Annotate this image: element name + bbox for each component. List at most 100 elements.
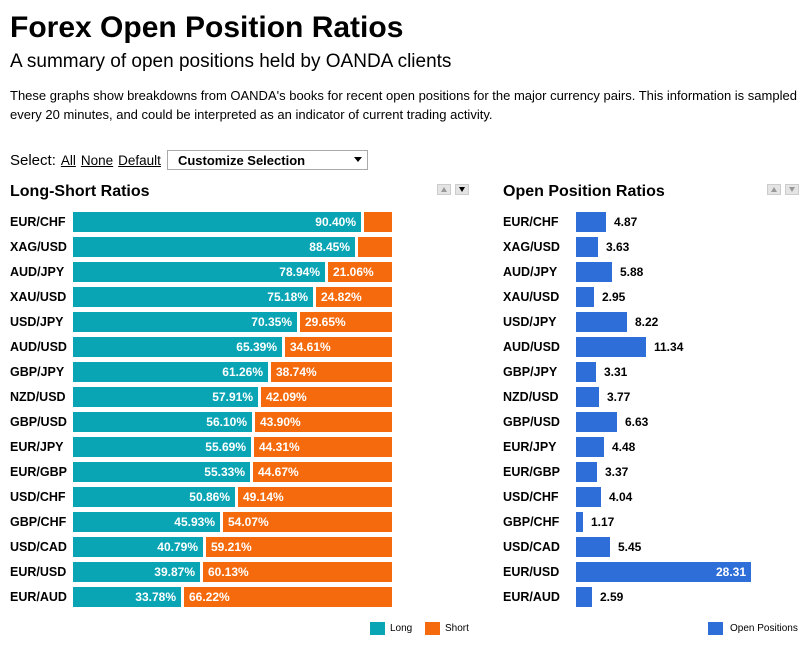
ls-row-label: AUD/JPY: [10, 265, 65, 279]
open-position-bar: [576, 537, 610, 557]
open-position-value: 2.95: [602, 290, 626, 304]
open-position-bar: [576, 462, 597, 482]
short-bar: 34.61%: [285, 337, 392, 357]
legend-short-label: Short: [445, 623, 469, 634]
open-position-value: 3.63: [606, 240, 630, 254]
ls-row-label: GBP/USD: [10, 415, 67, 429]
short-bar: 66.22%: [184, 587, 392, 607]
long-bar: 78.94%: [73, 262, 325, 282]
short-bar: 42.09%: [261, 387, 392, 407]
long-bar: 40.79%: [73, 537, 203, 557]
ls-row-label: USD/CHF: [10, 490, 66, 504]
open-position-value: 1.17: [591, 515, 615, 529]
long-bar: 50.86%: [73, 487, 235, 507]
legend-open-label: Open Positions: [730, 623, 798, 634]
select-all-link[interactable]: All: [60, 152, 76, 168]
op-row-label: NZD/USD: [503, 390, 559, 404]
short-bar: 54.07%: [223, 512, 392, 532]
open-position-bar: [576, 287, 594, 307]
op-row-label: EUR/CHF: [503, 215, 559, 229]
open-position-bar: [576, 337, 646, 357]
open-position-value: 28.31: [715, 565, 746, 579]
open-position-value: 6.63: [625, 415, 649, 429]
op-row-label: GBP/JPY: [503, 365, 558, 379]
sort-up-icon: [771, 187, 777, 192]
op-row-label: AUD/JPY: [503, 265, 558, 279]
ls-row-label: XAG/USD: [10, 240, 67, 254]
open-sort-up-button[interactable]: [767, 184, 781, 195]
sort-up-button[interactable]: [437, 184, 451, 195]
long-bar: 39.87%: [73, 562, 200, 582]
open-position-bar: [576, 237, 598, 257]
page-title: Forex Open Position Ratios: [10, 11, 404, 44]
op-row-label: USD/CHF: [503, 490, 559, 504]
short-bar: 44.31%: [254, 437, 392, 457]
page-description: These graphs show breakdowns from OANDA'…: [10, 88, 797, 122]
open-position-value: 4.04: [609, 490, 633, 504]
ls-row-label: EUR/JPY: [10, 440, 64, 454]
long-bar: 33.78%: [73, 587, 181, 607]
open-position-bar: [576, 262, 612, 282]
open-position-value: 4.87: [614, 215, 638, 229]
short-bar: 29.65%: [300, 312, 392, 332]
open-position-value: 2.59: [600, 590, 624, 604]
ls-row-label: AUD/USD: [10, 340, 67, 354]
long-bar: 75.18%: [73, 287, 313, 307]
long-bar: 70.35%: [73, 312, 297, 332]
long-bar: 61.26%: [73, 362, 268, 382]
legend-long-swatch: [370, 622, 385, 635]
open-position-bar: [576, 487, 601, 507]
sort-up-icon: [441, 187, 447, 192]
long-bar: 55.33%: [73, 462, 250, 482]
long-bar: 90.40%: [73, 212, 361, 232]
open-position-value: 3.31: [604, 365, 628, 379]
open-position-value: 5.88: [620, 265, 644, 279]
open-position-bar: [576, 212, 606, 232]
short-bar: 21.06%: [328, 262, 392, 282]
open-position-value: 11.34: [654, 340, 684, 354]
short-bar: 49.14%: [238, 487, 392, 507]
open-position-bar: [576, 562, 751, 582]
select-none-link[interactable]: None: [80, 152, 114, 168]
open-position-value: 4.48: [612, 440, 636, 454]
op-row-label: XAG/USD: [503, 240, 560, 254]
open-sort-down-button[interactable]: [785, 184, 799, 195]
legend-short-swatch: [425, 622, 440, 635]
ls-row-label: EUR/AUD: [10, 590, 67, 604]
open-position-value: 5.45: [618, 540, 642, 554]
op-row-label: XAU/USD: [503, 290, 560, 304]
legend-long-label: Long: [390, 623, 413, 634]
short-bar: [358, 237, 392, 257]
open-position-value: 3.77: [607, 390, 631, 404]
op-row-label: AUD/USD: [503, 340, 560, 354]
open-position-value: 8.22: [635, 315, 659, 329]
long-bar: 88.45%: [73, 237, 355, 257]
open-position-value: 3.37: [605, 465, 629, 479]
select-default-link[interactable]: Default: [118, 152, 161, 168]
sort-down-icon: [459, 187, 465, 192]
long-bar: 57.91%: [73, 387, 258, 407]
page-subtitle: A summary of open positions held by OAND…: [10, 51, 452, 72]
short-bar: 43.90%: [255, 412, 392, 432]
op-row-label: EUR/USD: [503, 565, 560, 579]
op-row-label: EUR/JPY: [503, 440, 557, 454]
ls-row-label: USD/CAD: [10, 540, 67, 554]
ls-row-label: XAU/USD: [10, 290, 67, 304]
op-row-label: EUR/AUD: [503, 590, 560, 604]
customize-selection-dropdown[interactable]: Customize Selection: [166, 150, 368, 170]
select-row: Select: All None Default Customize Selec…: [10, 149, 368, 171]
sort-down-button[interactable]: [455, 184, 469, 195]
short-bar: 24.82%: [316, 287, 392, 307]
long-bar: 55.69%: [73, 437, 251, 457]
long-bar: 56.10%: [73, 412, 252, 432]
customize-selection-value: Customize Selection: [177, 152, 306, 168]
ls-row-label: GBP/JPY: [10, 365, 65, 379]
legend-open-swatch: [708, 622, 723, 635]
short-bar: [364, 212, 392, 232]
short-bar: 60.13%: [203, 562, 392, 582]
op-row-label: GBP/USD: [503, 415, 560, 429]
long-bar: 45.93%: [73, 512, 220, 532]
open-position-bar: [576, 412, 617, 432]
short-bar: 44.67%: [253, 462, 392, 482]
ls-row-label: EUR/USD: [10, 565, 67, 579]
